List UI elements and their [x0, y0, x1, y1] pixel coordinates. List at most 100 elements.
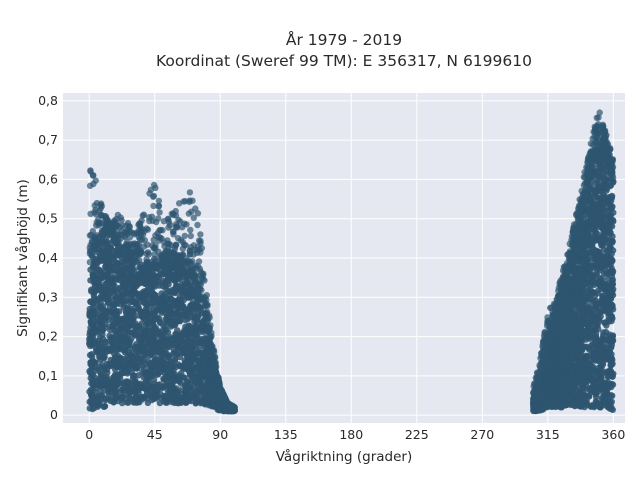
data-point: [172, 243, 179, 250]
data-point: [135, 234, 143, 241]
data-point: [107, 360, 115, 368]
data-point: [167, 291, 174, 299]
data-point: [143, 287, 150, 295]
data-point: [140, 270, 148, 277]
data-point: [174, 327, 181, 334]
data-point: [133, 364, 140, 371]
data-point: [150, 192, 158, 200]
data-point: [100, 336, 107, 343]
data-point: [181, 290, 189, 297]
chart-title: År 1979 - 2019: [286, 30, 402, 49]
data-point: [193, 317, 201, 324]
data-point: [159, 334, 167, 341]
data-point: [123, 264, 131, 271]
data-point: [167, 389, 174, 396]
data-point: [132, 344, 140, 351]
data-point: [97, 205, 104, 212]
data-point: [90, 383, 97, 390]
data-point: [194, 221, 201, 229]
data-point: [192, 205, 199, 212]
data-point: [105, 299, 112, 306]
data-point: [172, 207, 179, 215]
data-point: [158, 290, 165, 297]
data-point: [131, 288, 138, 295]
data-point: [100, 403, 108, 410]
data-point: [102, 367, 109, 374]
data-point: [102, 348, 110, 355]
data-point: [166, 334, 174, 341]
data-point: [186, 384, 194, 391]
data-point: [113, 261, 120, 268]
data-point: [144, 343, 152, 350]
data-point: [131, 252, 139, 260]
data-point: [165, 277, 172, 284]
data-point: [207, 322, 214, 329]
data-point: [171, 257, 179, 264]
data-point: [138, 320, 146, 327]
data-point: [116, 360, 124, 367]
data-point: [156, 319, 164, 326]
data-point: [179, 238, 186, 246]
data-point: [197, 231, 204, 238]
data-point: [147, 386, 154, 393]
data-point: [91, 295, 98, 302]
data-point: [124, 370, 131, 377]
data-point: [157, 234, 164, 241]
data-point: [106, 332, 113, 340]
data-point: [179, 303, 186, 311]
data-point: [88, 353, 96, 360]
data-point: [123, 297, 130, 304]
data-point: [103, 290, 111, 297]
data-point: [208, 329, 215, 336]
data-point: [185, 393, 193, 400]
data-point: [155, 215, 162, 222]
data-point: [181, 360, 188, 368]
data-point: [187, 365, 194, 373]
data-point: [182, 399, 189, 406]
data-point: [177, 255, 184, 262]
data-point: [140, 298, 147, 305]
data-point: [175, 333, 182, 340]
data-point: [172, 224, 180, 231]
data-point: [90, 180, 97, 188]
data-point: [132, 388, 139, 396]
data-point: [116, 344, 124, 351]
data-point: [102, 324, 109, 331]
data-point: [135, 372, 142, 379]
data-point: [183, 341, 191, 348]
data-point: [145, 358, 152, 366]
data-point: [198, 286, 205, 294]
data-point: [90, 172, 97, 179]
data-point: [152, 314, 159, 321]
data-point: [115, 320, 122, 327]
data-point: [111, 366, 119, 373]
data-point: [175, 272, 182, 280]
data-point: [154, 273, 161, 280]
data-point: [163, 271, 170, 278]
data-point: [88, 288, 95, 295]
data-point: [192, 399, 200, 407]
data-point: [143, 309, 151, 317]
data-point: [124, 399, 131, 406]
data-point: [195, 361, 203, 368]
data-point: [209, 342, 216, 350]
data-point: [112, 372, 119, 380]
data-point: [176, 317, 183, 324]
data-point: [216, 380, 223, 388]
data-point: [198, 399, 205, 406]
data-point: [122, 378, 129, 385]
data-point: [184, 379, 192, 386]
data-point: [124, 219, 132, 227]
data-point: [196, 349, 203, 356]
data-point: [190, 392, 198, 399]
data-point: [150, 332, 157, 340]
data-point: [205, 312, 213, 319]
data-point: [156, 227, 163, 234]
data-point: [171, 349, 178, 356]
data-point: [110, 399, 117, 406]
data-point: [173, 390, 180, 398]
data-point: [104, 217, 112, 224]
data-point: [192, 293, 199, 300]
data-point: [171, 356, 179, 364]
